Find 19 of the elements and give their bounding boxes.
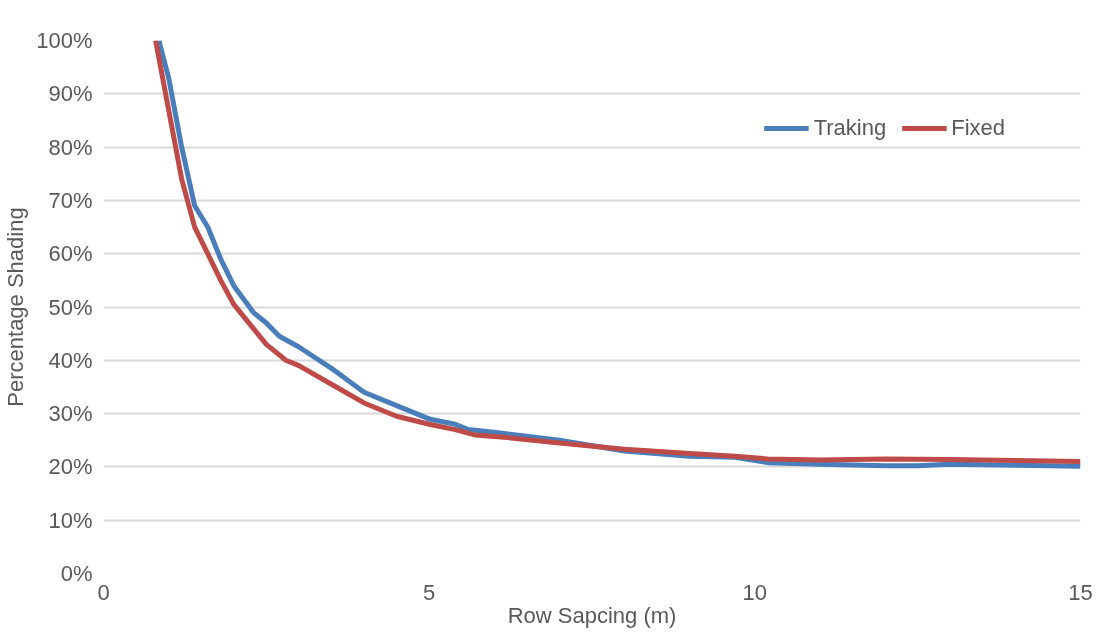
legend-label: Traking (813, 115, 887, 141)
x-tick-label: 0 (97, 579, 110, 605)
y-tick-label: 10% (48, 507, 93, 533)
x-tick-label: 10 (742, 579, 768, 605)
y-tick-label: 30% (48, 401, 93, 427)
x-tick-label: 15 (1068, 579, 1093, 605)
x-tick-label: 5 (423, 579, 436, 605)
y-tick-label: 40% (48, 347, 93, 373)
y-tick-label: 80% (48, 134, 93, 160)
y-tick-label: 50% (48, 294, 93, 320)
y-tick-label: 60% (48, 241, 93, 267)
y-tick-label: 90% (48, 81, 93, 107)
legend-label: Fixed (951, 115, 1005, 141)
y-tick-label: 100% (36, 28, 93, 53)
y-tick-label: 20% (48, 454, 93, 480)
y-tick-label: 70% (48, 187, 93, 213)
y-tick-label: 0% (60, 561, 93, 586)
x-axis-title: Row Sapcing (m) (507, 602, 677, 628)
y-axis-title: Percentage Shading (3, 207, 29, 407)
